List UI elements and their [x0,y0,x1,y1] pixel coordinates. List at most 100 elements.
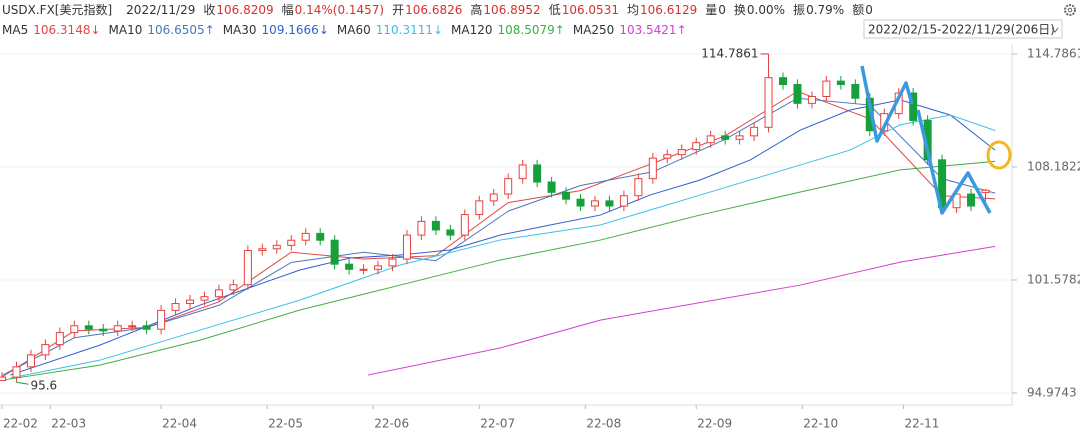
hand-drawn-zigzag [860,65,914,143]
candle-body [402,234,411,260]
candle-body [735,135,744,140]
y-tick-label: 101.5782 [1027,272,1080,286]
candle-body [764,77,773,128]
candle-body [807,96,816,104]
candle-body [562,191,571,200]
legend-name: MA30 [223,23,257,37]
candle-body [388,258,397,267]
min-label: 95.6 [30,379,57,393]
candle-body [214,289,223,298]
candle-body [113,325,122,332]
quote-label: 均 [627,3,639,17]
quote-value: 0.00% [747,3,785,17]
x-tick-label: 22-02 [3,417,38,431]
candle-body [648,157,657,180]
legend-name: MA5 [2,23,28,37]
candle-body [157,309,166,330]
hand-drawn-circle [986,140,1012,170]
legend-value: 106.3148 [33,23,90,37]
legend-trend: ↓ [433,23,443,37]
candle-body [822,80,831,98]
candle-body [186,299,195,305]
quote-value: 106.8209 [216,3,273,17]
min-marker [16,381,29,385]
candle-body [663,154,672,159]
candle-body [967,193,976,207]
quote-label: 量 [705,3,717,17]
candle-body [692,142,701,151]
legend-trend: ↑ [205,23,215,37]
date-range[interactable]: 2022/02/15-2022/11/29(206日) [868,23,1055,37]
quote-label: 幅 [282,2,294,17]
candle-body [229,284,238,291]
gear-hub[interactable] [1067,7,1073,13]
candle-body [301,232,310,241]
legend-trend: ↓ [90,23,100,37]
legend-name: MA10 [109,23,143,37]
legend-value: 106.6505 [147,23,204,37]
settings-icon[interactable] [1064,4,1076,16]
x-tick-label: 22-05 [268,417,303,431]
candle-body [489,193,498,202]
candle-body [851,84,860,99]
gear[interactable] [1064,4,1076,16]
candle-body [26,354,35,368]
quote-label: 低 [549,3,561,17]
ma-line [10,114,996,379]
candle-body [84,325,93,330]
candle-body [779,77,788,86]
candle-body [417,220,426,236]
candle-body [576,198,585,207]
symbol: USDX.FX[美元指数] [2,2,112,17]
candle-body [70,325,79,334]
drawing-annotations [860,65,1012,215]
candle-body [793,84,802,104]
legend-row: MA5 106.3148↓ MA10 106.6505↑ MA30 109.1666↓ MA… [2,23,687,37]
candle-body [952,193,961,209]
ma-line [10,99,996,376]
candle-body [142,325,151,330]
quote-label: 开 [392,3,404,17]
quote-label: 振 [793,3,805,17]
candle-body [258,248,267,251]
candle-body [171,303,180,311]
candle-body [836,80,845,86]
ma-line [1,90,996,378]
candle-body [330,239,339,265]
ma-line [367,245,996,376]
y-tick-label: 108.1822 [1027,159,1080,173]
legend-trend: ↑ [555,23,565,37]
candle-body [272,244,281,250]
candle-body [99,328,108,332]
candle-body [619,195,628,207]
candle-body [374,265,383,270]
x-tick-label: 22-06 [374,417,409,431]
candle-body [547,181,556,193]
candle-body [243,249,252,286]
legend-value: 110.3111 [376,23,433,37]
candle-body [605,200,614,207]
legend-value: 109.1666 [262,23,319,37]
x-tick-label: 22-10 [803,417,838,431]
date-range-box[interactable] [863,19,1063,39]
candle-body [475,200,484,216]
dropdown-caret[interactable] [1051,27,1059,33]
candle-body [316,232,325,241]
quote-value: 106.6826 [405,3,462,17]
quote-value: 0 [718,3,726,17]
candle-body [41,344,50,356]
quote-value: 106.6129 [640,3,697,17]
hand-drawn-zigzag [916,109,992,215]
x-tick-label: 22-07 [480,417,515,431]
quote-value: 106.0531 [562,3,619,17]
x-tick-label: 22-04 [162,417,197,431]
candle-body [590,200,599,207]
legend-name: MA250 [573,23,614,37]
candle-body [446,229,455,236]
quote-row: USDX.FX[美元指数] 2022/11/29 收106.8209 幅0.14%(0… [2,2,873,17]
quote-date: 2022/11/29 [126,3,195,17]
candle-body [12,366,21,378]
